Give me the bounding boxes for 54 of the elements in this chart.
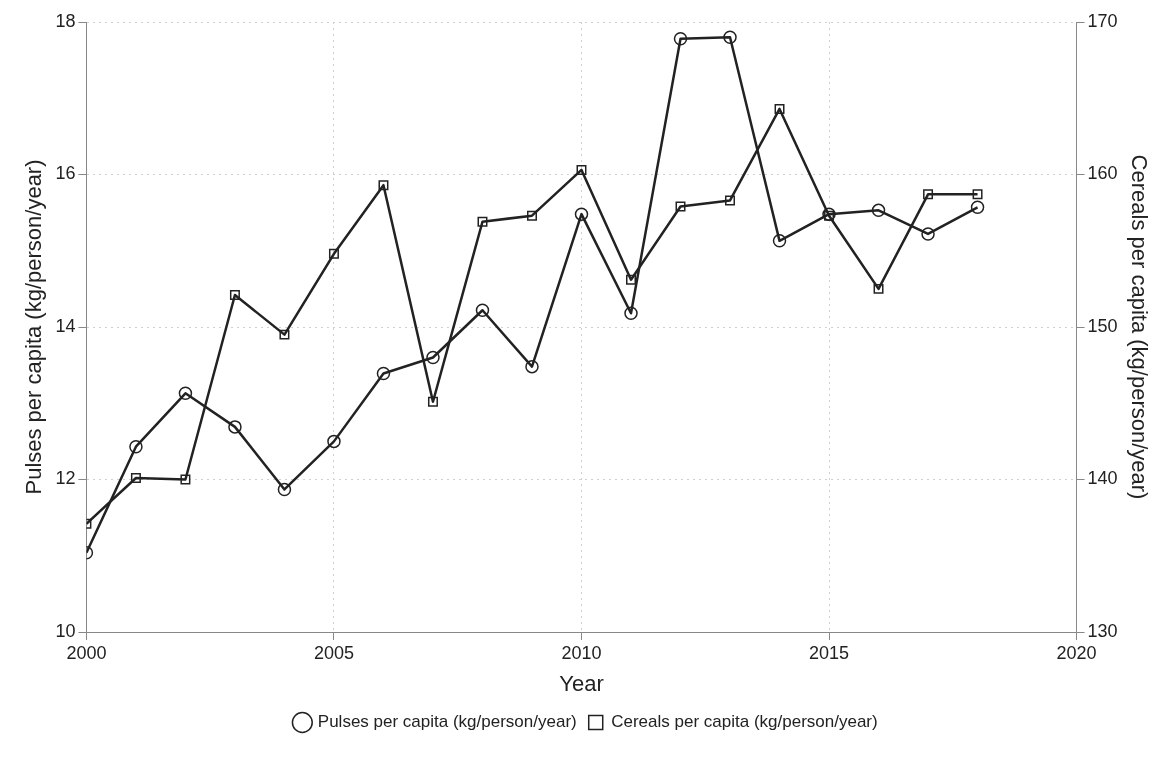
y2-tick-label: 130 xyxy=(1087,620,1118,641)
point xyxy=(129,439,143,454)
point xyxy=(378,180,389,191)
x-tick-label: 2005 xyxy=(313,642,354,663)
y2-tick-label: 170 xyxy=(1087,10,1118,31)
point xyxy=(923,189,934,200)
point xyxy=(873,283,884,294)
point xyxy=(277,482,292,497)
y2-tick-label: 160 xyxy=(1087,163,1118,184)
point xyxy=(279,329,290,340)
y-axis-title: Pulses per capita (kg/person/year) xyxy=(21,159,47,495)
point xyxy=(180,474,191,485)
point xyxy=(576,164,587,175)
x-tick-label: 2015 xyxy=(809,642,850,663)
point xyxy=(328,248,339,259)
point xyxy=(475,303,490,317)
point xyxy=(624,306,638,321)
point xyxy=(871,203,886,218)
point xyxy=(376,366,391,381)
point xyxy=(527,210,537,221)
x-tick-label: 2010 xyxy=(561,642,602,663)
x-tick-label: 2020 xyxy=(1056,642,1097,663)
legend-label: Cereals per capita (kg/person/year) xyxy=(611,712,878,732)
point xyxy=(574,207,589,221)
x-tick-label: 2000 xyxy=(66,642,107,663)
point xyxy=(178,386,193,401)
point xyxy=(725,195,736,206)
point xyxy=(477,216,488,227)
point xyxy=(673,32,688,46)
point xyxy=(921,227,935,241)
point xyxy=(723,30,737,44)
y2-tick-label: 150 xyxy=(1087,315,1118,336)
point xyxy=(970,200,985,215)
y-tick-label: 14 xyxy=(55,315,76,336)
point xyxy=(525,359,539,374)
x-axis-title: Year xyxy=(559,670,604,696)
y-tick-label: 10 xyxy=(55,620,76,641)
y2-axis-title: Cereals per capita (kg/person/year) xyxy=(1126,154,1152,500)
point xyxy=(427,396,438,407)
point xyxy=(426,350,440,365)
point xyxy=(327,434,341,449)
point xyxy=(229,289,240,300)
y-tick-label: 16 xyxy=(55,163,76,184)
point xyxy=(228,420,242,434)
legend-label: Pulses per capita (kg/person/year) xyxy=(317,712,577,732)
point xyxy=(130,472,141,483)
point xyxy=(626,274,636,285)
point xyxy=(972,189,983,200)
y2-tick-label: 140 xyxy=(1087,468,1118,489)
y-tick-label: 18 xyxy=(55,10,76,31)
point xyxy=(675,201,686,212)
y-tick-label: 12 xyxy=(55,468,76,489)
point xyxy=(772,234,787,248)
point xyxy=(774,103,785,114)
